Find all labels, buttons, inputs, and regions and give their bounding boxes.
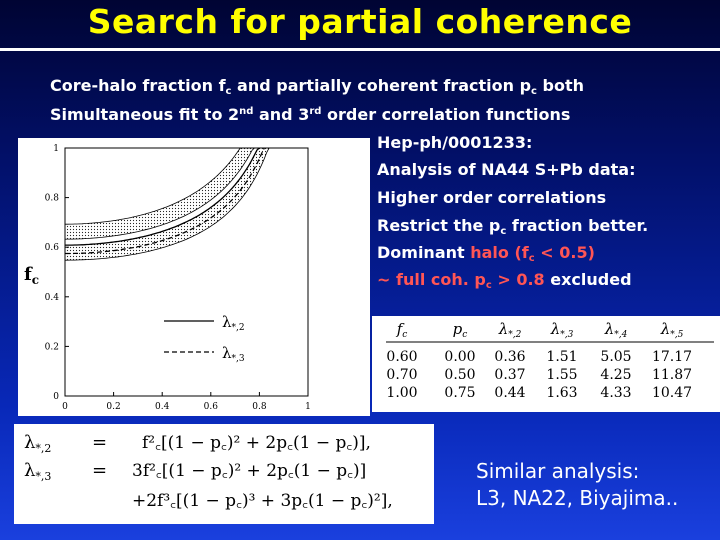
intro-line-2: Simultaneous fit to 2nd and 3rd order co… [50,105,571,124]
note-higher-order: Higher order correlations [377,188,607,207]
table-cell: 11.87 [652,367,692,383]
table-cell: 0.00 [444,349,475,365]
plot-frame [64,147,309,397]
intro-line-1: Core-halo fraction fc and partially cohe… [50,76,585,97]
table-cell: 1.51 [546,349,577,365]
fit-results-table: fc pc λ*,2 λ*,3 λ*,4 λ*,5 0.60 0.00 0.36 1.51 5.0… [372,316,720,412]
similar-analysis-line-2: L3, NA22, Biyajima.. [476,486,679,510]
fit-results-table-svg: fc pc λ*,2 λ*,3 λ*,4 λ*,5 0.60 0.00 0.36 1.51 5.0… [386,320,714,401]
note-analysis: Analysis of NA44 S+Pb data: [377,160,636,179]
table-cell: 0.75 [444,385,475,401]
x-tick-label: 0.2 [106,402,120,412]
table-header-cell: pc [453,320,468,340]
eq2-rhs: 3f²꜀[(1 − p꜀)² + 2p꜀(1 − p꜀)] [132,461,366,481]
lambda3-curve [65,147,265,255]
table-header-cell: λ*,4 [604,320,628,340]
y-tick-label: 0.4 [45,293,60,303]
legend-lambda3-label: λ*,3 [222,344,245,364]
note-reference: Hep-ph/0001233: [377,133,533,152]
legend-lambda2-label: λ*,2 [222,313,245,333]
eq1-rhs: f²꜀[(1 − p꜀)² + 2p꜀(1 − p꜀)], [142,433,371,453]
similar-analysis-line-1: Similar analysis: [476,459,640,483]
x-tick-label: 1 [305,402,311,412]
note-restrict: Restrict the pc fraction better. [377,216,649,237]
x-axis-label: pc [334,393,354,416]
table-cell: 0.70 [386,367,417,383]
y-tick-label: 1 [53,144,59,154]
y-tick-label: 0.2 [45,342,59,352]
table-cell: 0.37 [494,367,525,383]
eq2-lhs: λ*,3 [24,460,51,483]
lambda2-curve [65,147,260,246]
fc-pc-plot: 1 0.8 0.6 0.4 0.2 0 0 0.2 0.4 0.6 0.8 1 fc λ*,2 λ*… [18,138,370,416]
lambda-equations: λ*,2 = f²꜀[(1 − p꜀)² + 2p꜀(1 − p꜀)], λ*,… [14,424,434,524]
table-cell: 0.60 [386,349,417,365]
note-dominant-halo: Dominant halo (fc < 0.5) [377,243,595,264]
eq2-equals: = [92,460,107,481]
table-cell: 1.00 [386,385,417,401]
note-full-coherence: ~ full coh. pc > 0.8 excluded [377,270,632,291]
table-cell: 4.25 [600,367,631,383]
table-cell: 0.44 [494,385,525,401]
similar-analysis-note: Similar analysis: L3, NA22, Biyajima.. [476,458,678,512]
x-tick-label: 0.8 [252,402,267,412]
table-cell: 4.33 [600,385,631,401]
title-divider [0,48,720,51]
eq2-rhs-continued: +2f³꜀[(1 − p꜀)³ + 3p꜀(1 − p꜀)²], [132,491,393,511]
table-cell: 0.50 [444,367,475,383]
table-body: 0.60 0.00 0.36 1.51 5.05 17.17 0.70 0.50 0.37 1.5… [386,349,692,401]
lambda-equations-svg: λ*,2 = f²꜀[(1 − p꜀)² + 2p꜀(1 − p꜀)], λ*,… [24,432,393,511]
table-header-cell: λ*,2 [498,320,522,340]
eq1-equals: = [92,432,107,453]
table-cell: 17.17 [652,349,692,365]
table-cell: 1.55 [546,367,577,383]
x-axis-ticks: 0 0.2 0.4 0.6 0.8 1 [62,392,311,412]
x-tick-label: 0.4 [155,402,170,412]
fc-pc-plot-svg: 1 0.8 0.6 0.4 0.2 0 0 0.2 0.4 0.6 0.8 1 fc λ*,2 λ*… [18,138,370,416]
table-cell: 1.63 [546,385,577,401]
y-axis-label: fc [24,264,39,287]
y-tick-label: 0.8 [45,194,60,204]
eq1-lhs: λ*,2 [24,432,51,455]
table-header-cell: λ*,5 [660,320,684,340]
x-tick-label: 0.6 [204,402,219,412]
slide-title: Search for partial coherence [87,2,633,41]
table-header-cell: fc [396,320,408,340]
y-tick-label: 0.6 [45,243,60,253]
table-cell: 5.05 [600,349,631,365]
y-axis-ticks: 1 0.8 0.6 0.4 0.2 0 [45,144,69,402]
table-cell: 0.36 [494,349,525,365]
upper-uncertainty-band [64,147,256,240]
table-header-row: fc pc λ*,2 λ*,3 λ*,4 λ*,5 [396,320,684,340]
y-tick-label: 0 [53,392,59,402]
table-header-cell: λ*,3 [550,320,574,340]
table-cell: 10.47 [652,385,692,401]
x-tick-label: 0 [62,402,68,412]
